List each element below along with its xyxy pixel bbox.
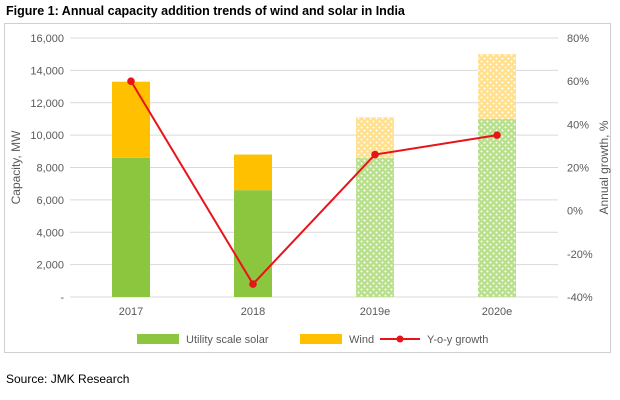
y-tick-label: 8,000	[36, 163, 64, 175]
legend-label-growth: Y-o-y growth	[427, 334, 488, 346]
y2-tick-label: 40%	[567, 119, 589, 131]
growth-point	[127, 77, 135, 85]
y-tick-label: 12,000	[30, 98, 64, 110]
y-tick-label: 16,000	[30, 33, 64, 45]
y-tick-label: 10,000	[30, 130, 64, 142]
source-note: Source: JMK Research	[6, 372, 130, 386]
y2-tick-label: -40%	[567, 292, 593, 304]
legend-marker-growth	[396, 335, 404, 343]
legend: Utility scale solar Wind Y-o-y growth	[137, 334, 488, 346]
legend-label-solar: Utility scale solar	[186, 334, 269, 346]
bar-wind	[112, 81, 150, 158]
growth-point	[493, 131, 501, 139]
bar-solar	[112, 157, 150, 297]
y-tick-label: 14,000	[30, 65, 64, 77]
y-tick-label: -	[60, 292, 64, 304]
bar-solar	[356, 157, 394, 297]
y2-tick-label: 60%	[567, 76, 589, 88]
gridlines	[70, 37, 558, 298]
growth-series-line	[130, 80, 498, 286]
x-tick-label: 2020e	[482, 306, 513, 318]
bars	[112, 54, 516, 297]
bar-solar	[234, 190, 272, 297]
figure-title: Figure 1: Annual capacity addition trend…	[6, 4, 405, 18]
y2-tick-label: 20%	[567, 163, 589, 175]
x-tick-label: 2017	[119, 306, 143, 318]
legend-swatch-wind	[300, 334, 342, 344]
legend-swatch-solar	[137, 334, 179, 344]
y2-tick-label: 0%	[567, 206, 583, 218]
chart-frame	[4, 23, 611, 353]
bar-wind	[234, 154, 272, 191]
growth-point	[371, 150, 379, 159]
y-axis-title: Capacity, MW	[9, 130, 23, 204]
legend-label-wind: Wind	[349, 334, 374, 346]
y-tick-label: 6,000	[36, 195, 64, 207]
axes: - 2,000 4,000 6,000 8,000 10,000 12,000 14,000 1…	[9, 33, 611, 318]
y2-axis-title: Annual growth, %	[597, 120, 611, 214]
y2-tick-label: 80%	[567, 33, 589, 45]
growth-line	[127, 77, 501, 288]
x-tick-label: 2018	[241, 306, 265, 318]
growth-point	[249, 280, 257, 288]
y-tick-label: 4,000	[36, 227, 64, 239]
y2-tick-label: -20%	[567, 249, 593, 261]
x-tick-label: 2019e	[360, 306, 391, 318]
bar-wind	[478, 54, 516, 119]
bar-solar	[478, 118, 516, 297]
y-tick-label: 2,000	[36, 260, 64, 272]
